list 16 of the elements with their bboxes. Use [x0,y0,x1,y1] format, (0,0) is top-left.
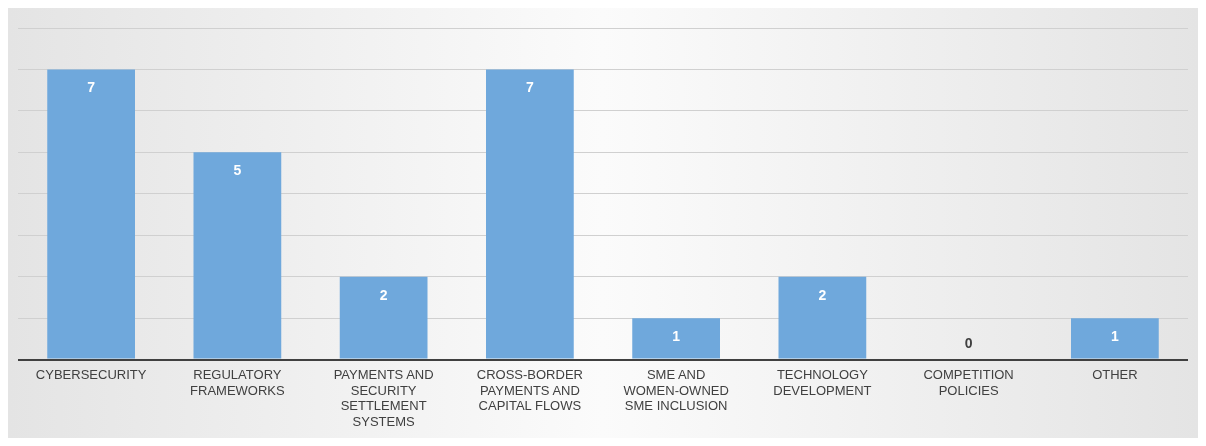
data-label: 1 [1110,328,1119,345]
x-tick-label: COMPETITION POLICIES [923,366,1014,398]
data-label: 7 [525,79,534,96]
x-tick-label: SME AND WOMEN-OWNED SME INCLUSION [623,366,729,414]
data-label: 2 [379,286,388,303]
x-tick-label: PAYMENTS AND SECURITY SETTLEMENT SYSTEMS [333,366,434,429]
data-label: 0 [964,335,973,352]
data-label: 5 [233,162,242,179]
x-tick-label: CROSS-BORDER PAYMENTS AND CAPITAL FLOWS [476,366,583,414]
data-label: 2 [818,286,827,303]
x-tick-label: OTHER [1092,366,1138,382]
x-tick-label: REGULATORY FRAMEWORKS [190,366,285,398]
data-label: 7 [87,79,96,96]
x-tick-label: TECHNOLOGY DEVELOPMENT [773,366,872,398]
data-label: 1 [672,328,681,345]
x-tick-label: CYBERSECURITY [35,366,147,382]
